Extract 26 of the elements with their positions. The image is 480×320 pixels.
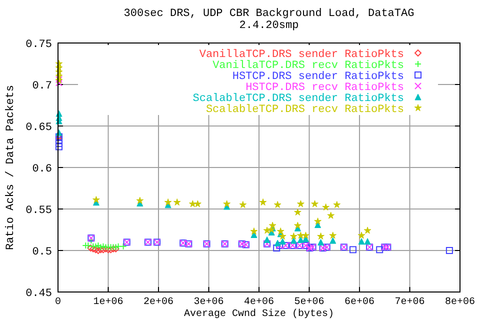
x-tick-label: 7e+06 [394,297,425,308]
y-tick-label: 0.45 [26,288,52,300]
legend-label: HSTCP.DRS sender RatioPkts [232,71,404,83]
x-tick-label: 4e+06 [244,297,274,308]
x-tick-label: 2e+06 [143,297,174,308]
y-tick-label: 0.5 [32,246,52,258]
y-tick-label: 0.65 [26,122,52,134]
x-tick-label: 6e+06 [344,297,375,308]
y-tick-label: 0.6 [32,164,52,176]
x-tick-label: 8e+06 [444,297,476,308]
legend-label: ScalableTCP.DRS sender RatioPkts [192,93,404,105]
legend-label: ScalableTCP.DRS recv RatioPkts [206,104,404,116]
y-tick-label: 0.75 [26,39,52,51]
y-axis-title: Ratio Acks / Data Packets [5,84,17,250]
y-tick-label: 0.7 [32,80,52,92]
legend-label: VanillaTCP.DRS recv RatioPkts [212,60,404,72]
x-tick-label: 5e+06 [294,297,324,308]
legend-label: HSTCP.DRS recv RatioPkts [246,82,404,94]
chart-subtitle: 2.4.20smp [239,20,299,32]
chart-title: 300sec DRS, UDP CBR Background Load, DataTAG [124,8,414,20]
legend-label: VanillaTCP.DRS sender RatioPkts [199,49,404,61]
x-tick-label: 0 [54,297,62,308]
x-tick-label: 1e+06 [93,297,124,308]
x-tick-label: 3e+06 [194,297,224,308]
y-tick-label: 0.55 [26,205,52,217]
x-axis-title: Average Cwnd Size (bytes) [184,308,334,320]
